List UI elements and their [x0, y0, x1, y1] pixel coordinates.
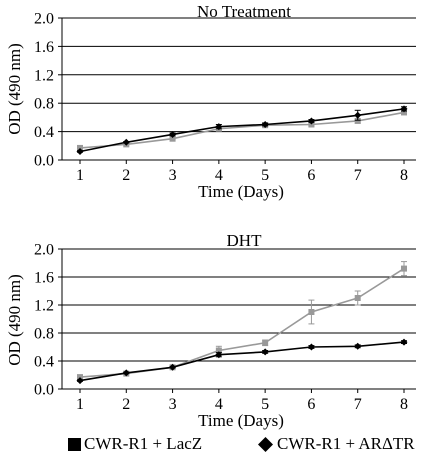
x-tick-label: 5 — [261, 396, 269, 413]
legend: CWR-R1 + LacZ CWR-R1 + ARΔTR — [0, 430, 440, 459]
series-1 — [76, 105, 408, 155]
data-point — [308, 121, 315, 128]
data-point — [262, 339, 269, 346]
x-tick-label: 1 — [76, 396, 84, 413]
data-point — [354, 342, 362, 350]
x-tick-label: 6 — [307, 167, 315, 184]
y-axis-label: OD (490 nm) — [5, 43, 24, 135]
chart-title: DHT — [227, 231, 263, 250]
data-point — [354, 117, 361, 124]
y-tick-label: 2.0 — [34, 11, 54, 28]
series-0 — [77, 261, 407, 381]
data-point — [169, 135, 176, 142]
y-tick-label: 1.6 — [34, 270, 54, 287]
legend-label-ardtr: CWR-R1 + ARΔTR — [277, 434, 415, 453]
x-tick-label: 1 — [76, 167, 84, 184]
y-tick-label: 1.2 — [34, 67, 54, 84]
x-tick-label: 4 — [215, 396, 223, 413]
data-point — [261, 121, 269, 128]
chart-title: No Treatment — [197, 2, 291, 21]
data-point — [308, 309, 315, 315]
chart-panel-dht: 0.0 0.4 0.8 1.2 1.6 2.0 1 2 3 4 5 6 7 8 DHT Time (Days)… — [5, 231, 416, 430]
data-point — [400, 338, 408, 346]
series-1 — [76, 338, 408, 385]
data-point — [122, 138, 130, 146]
series-line — [79, 108, 405, 153]
square-marker-icon — [68, 437, 81, 451]
x-tick-label: 5 — [261, 167, 269, 184]
data-point — [307, 343, 315, 351]
data-point — [77, 144, 83, 151]
data-point — [215, 347, 222, 354]
y-tick-label: 0.0 — [34, 382, 54, 399]
y-tick-label: 1.6 — [34, 39, 54, 56]
x-tick-label: 8 — [400, 396, 408, 413]
y-tick-label: 2.0 — [34, 242, 54, 259]
series-line — [79, 341, 405, 382]
diamond-marker-icon — [258, 436, 273, 452]
data-point — [215, 123, 223, 131]
legend-item-lacz: CWR-R1 + LacZ — [68, 432, 202, 456]
x-tick-label: 3 — [169, 396, 177, 413]
data-point — [401, 265, 407, 272]
y-axis-label: OD (490 nm) — [5, 274, 24, 366]
y-tick-label: 0.4 — [34, 124, 54, 141]
data-point — [169, 130, 177, 138]
y-tick-label: 0.0 — [34, 153, 54, 170]
x-tick-label: 4 — [215, 167, 223, 184]
x-tick-label: 8 — [400, 167, 408, 184]
x-tick-label: 2 — [122, 396, 130, 413]
y-tick-label: 0.8 — [34, 326, 54, 343]
data-point — [122, 369, 130, 377]
data-point — [401, 109, 407, 116]
x-tick-label: 7 — [354, 167, 362, 184]
data-point — [400, 105, 408, 113]
y-tick-label: 0.8 — [34, 96, 54, 113]
data-point — [354, 111, 362, 119]
y-tick-label: 0.4 — [34, 354, 54, 371]
data-point — [76, 377, 84, 385]
x-axis-label: Time (Days) — [198, 182, 284, 201]
data-point — [169, 363, 177, 371]
x-axis-label: Time (Days) — [198, 411, 284, 430]
legend-item-ardtr: CWR-R1 + ARΔTR — [258, 432, 415, 456]
x-tick-label: 3 — [169, 167, 177, 184]
x-tick-label: 7 — [354, 396, 362, 413]
y-tick-label: 1.2 — [34, 298, 54, 315]
data-point — [261, 348, 269, 356]
data-point — [215, 351, 223, 359]
legend-label-lacz: CWR-R1 + LacZ — [84, 434, 203, 453]
x-tick-label: 2 — [122, 167, 130, 184]
data-point — [76, 147, 84, 155]
chart-panel-no-treatment: 0.0 0.4 0.8 1.2 1.6 2.0 1 2 3 4 5 6 7 8 No Treatment Ti… — [5, 2, 416, 201]
data-point — [307, 117, 315, 125]
data-point — [354, 295, 361, 301]
x-tick-label: 6 — [307, 396, 315, 413]
series-line — [79, 111, 405, 149]
